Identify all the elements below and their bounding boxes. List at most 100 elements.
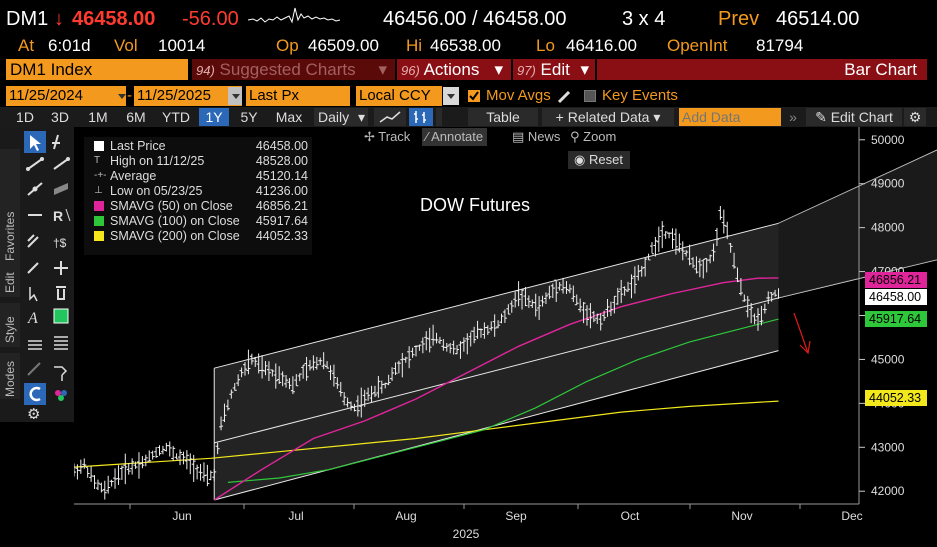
period-1m[interactable]: 1M — [88, 109, 108, 125]
magnifier-icon: ⚲ — [570, 129, 584, 144]
svg-text:A: A — [27, 310, 38, 327]
x-year-label: 2025 — [453, 527, 480, 541]
tab-style[interactable]: Style — [0, 303, 20, 347]
legend-marker-icon: ⊥ — [94, 185, 103, 196]
dropdown-arrow-icon: ▾ — [494, 60, 503, 79]
down-arrow-icon: ↓ — [54, 8, 64, 30]
vol-label: Vol — [114, 36, 138, 55]
chart-type-dropdown-icon[interactable] — [436, 108, 442, 126]
legend-row: T High on 11/12/25 48528.00 — [84, 154, 312, 168]
bid-ask: 46456.00 / 46458.00 — [383, 8, 567, 30]
calendar-icon[interactable] — [228, 87, 242, 105]
legend-value: 46856.21 — [255, 199, 308, 213]
start-date-field[interactable]: 11/25/2024 — [6, 86, 126, 106]
edit-chart-button[interactable]: ✎ Edit Chart — [806, 108, 902, 126]
dropdown-arrow-icon: ▾ — [580, 60, 589, 79]
x-month-label: Dec — [841, 509, 862, 523]
tab-edit[interactable]: Edit — [0, 261, 20, 297]
legend-swatch — [94, 201, 104, 211]
at-label: At — [18, 36, 35, 55]
high-label: Hi — [406, 36, 423, 55]
legend-label: Average — [110, 169, 157, 183]
line-chart-type-icon[interactable] — [374, 108, 406, 126]
zoom-button[interactable]: ⚲ Zoom — [570, 129, 617, 144]
y-tick-label: 48000 — [871, 221, 905, 235]
annotate-button[interactable]: ∕ Annotate — [422, 128, 488, 146]
frequency-select[interactable]: Daily ▾ — [314, 108, 368, 126]
red-arrow-head — [799, 340, 811, 355]
date-separator: - — [127, 87, 132, 104]
key-events-checkbox[interactable] — [584, 90, 596, 102]
more-arrow-icon[interactable]: » — [789, 109, 797, 125]
legend-row: Last Price 46458.00 — [84, 139, 312, 153]
legend-label: Low on 05/23/25 — [110, 184, 203, 198]
legend-row: SMAVG (50) on Close 46856.21 — [84, 199, 312, 213]
dropdown-arrow-icon: ▾ — [357, 109, 365, 125]
end-date-field[interactable]: 11/25/2025 — [134, 86, 242, 106]
tab-favorites[interactable]: Favorites — [0, 149, 20, 267]
currency-dropdown-icon[interactable] — [443, 87, 459, 105]
period-5y[interactable]: 5Y — [240, 109, 258, 125]
table-button[interactable]: Table — [468, 108, 538, 126]
legend-value: 44052.33 — [255, 229, 308, 243]
price-chart[interactable]: 5000049000480004700046000450004400043000… — [74, 127, 937, 547]
field-select[interactable]: Last Px — [246, 86, 350, 106]
x-month-label: Nov — [731, 509, 752, 523]
calendar-icon[interactable] — [114, 87, 126, 105]
gear-icon[interactable]: ⚙ — [904, 108, 926, 126]
edit-menu[interactable]: 97) Edit ▾ — [513, 59, 595, 80]
svg-text:⚙: ⚙ — [27, 405, 40, 419]
track-button[interactable]: ✢ Track — [364, 129, 411, 144]
quote-line-2: At 6:01d Vol 10014 Op 46509.00 Hi 46538.… — [0, 36, 937, 58]
period-1d[interactable]: 1D — [16, 109, 34, 125]
period-1y[interactable]: 1Y — [199, 108, 229, 126]
add-data-input[interactable] — [679, 108, 781, 126]
pencil-icon[interactable] — [556, 89, 572, 105]
suggested-charts-button[interactable]: 94) Suggested Charts ▾ — [192, 59, 395, 80]
sma200-price-label: 44052.33 — [865, 390, 927, 406]
chart-title: DOW Futures — [420, 195, 530, 215]
channel-fill — [214, 223, 779, 501]
drawing-toolbar: Favorites Edit Style Modes R †$ A — [0, 127, 74, 422]
period-3d[interactable]: 3D — [51, 109, 69, 125]
drawing-tools-icons: R †$ A ⚙ — [24, 131, 71, 419]
currency-select[interactable]: Local CCY — [356, 86, 442, 106]
period-6m[interactable]: 6M — [126, 109, 146, 125]
y-tick-label: 43000 — [871, 440, 905, 454]
period-toolbar: 1D 3D 1M 6M YTD 1Y 5Y Max Daily ▾ Table … — [0, 107, 937, 127]
period-ytd[interactable]: YTD — [162, 109, 190, 125]
y-tick-label: 50000 — [871, 133, 905, 147]
security-field[interactable]: DM1 Index — [6, 59, 188, 80]
bar-chart-type-icon[interactable] — [409, 108, 433, 126]
legend-marker-icon: -+- — [94, 170, 107, 181]
sparkline-icon — [248, 7, 341, 24]
open-interest-label: OpenInt — [667, 36, 728, 55]
quote-line-1: DM1 ↓ 46458.00 -56.00 46456.00 / 46458.0… — [0, 0, 937, 36]
tab-modes[interactable]: Modes — [0, 353, 20, 399]
y-tick-label: 49000 — [871, 177, 905, 191]
news-icon: ▤ — [512, 129, 528, 144]
mov-avgs-checkbox[interactable] — [468, 90, 480, 102]
net-change: -56.00 — [182, 8, 239, 30]
pencil-icon: ✎ — [815, 109, 827, 125]
prev-label: Prev — [718, 8, 760, 30]
sma100-line — [227, 318, 779, 483]
actions-menu[interactable]: 96) Actions ▾ — [397, 59, 511, 80]
related-data-button[interactable]: + Related Data ▾ — [542, 108, 674, 126]
crosshair-icon: ✢ — [364, 129, 379, 144]
news-button[interactable]: ▤ News — [512, 129, 561, 144]
settings-row: 11/25/2024 - 11/25/2025 Last Px Local CC… — [0, 86, 937, 108]
legend-row: SMAVG (100) on Close 45917.64 — [84, 214, 312, 228]
legend-swatch — [94, 141, 104, 151]
channel-upper-line — [214, 222, 779, 369]
reset-button[interactable]: ◉ Reset — [568, 151, 630, 169]
dropdown-arrow-icon: ▾ — [378, 60, 387, 79]
channel-extension-fill — [778, 150, 937, 298]
svg-text:R: R — [53, 208, 63, 224]
legend-marker-icon: T — [94, 155, 101, 166]
last-price: 46458.00 — [72, 8, 156, 30]
high-value: 46538.00 — [430, 36, 501, 55]
period-max[interactable]: Max — [275, 109, 303, 125]
open-interest-value: 81794 — [756, 36, 804, 55]
sma100-price-label: 45917.64 — [865, 311, 927, 327]
